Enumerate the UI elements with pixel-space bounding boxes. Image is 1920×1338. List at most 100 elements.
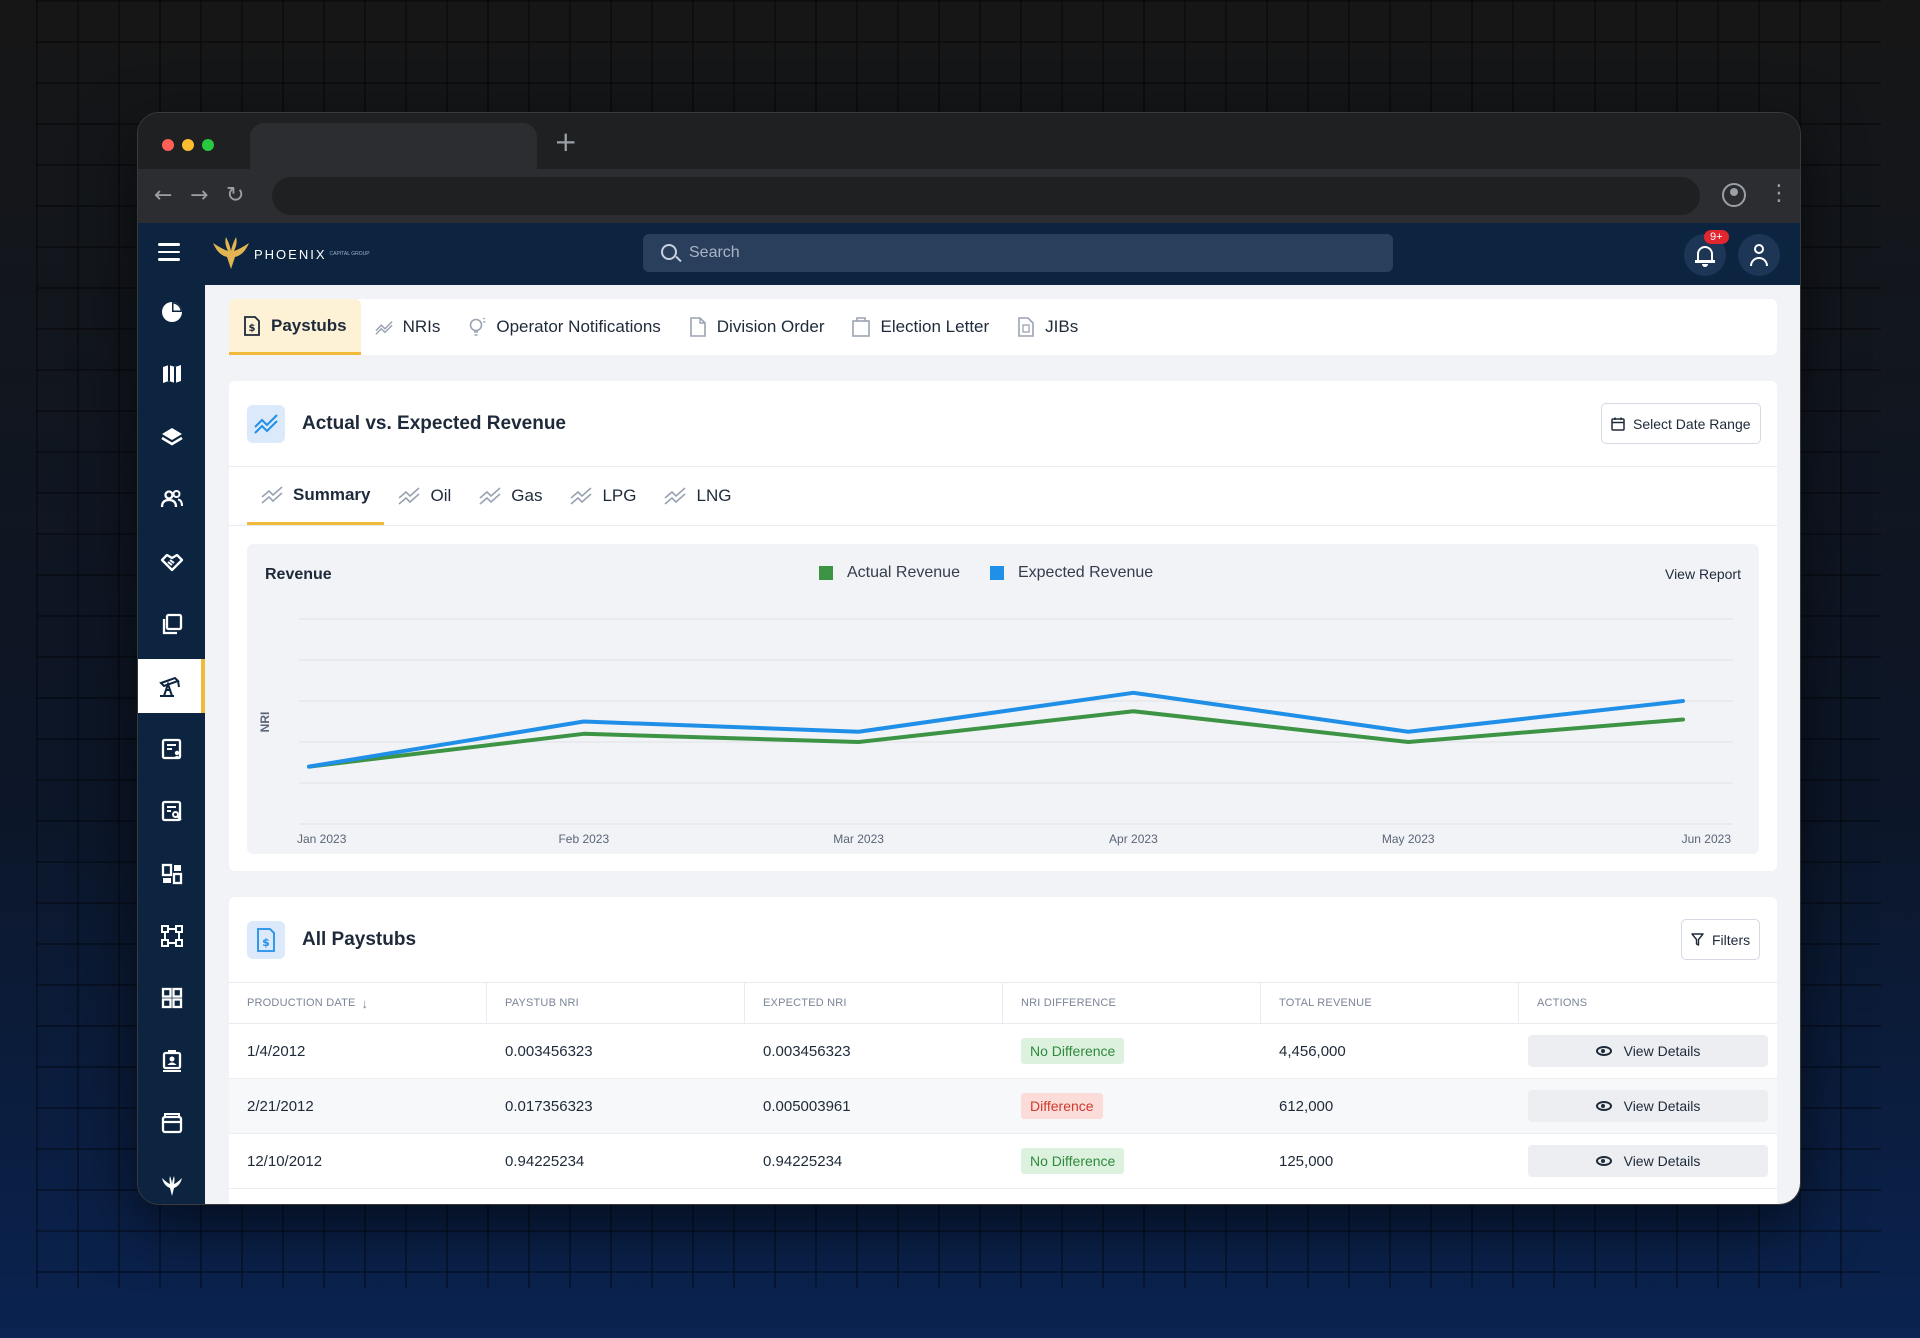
document-icon [689,317,706,337]
revenue-sub-tabs: Summary Oil Gas LPG LNG [247,467,745,525]
cell-revenue: 125,000 [1279,1152,1334,1170]
legend-item-expected[interactable]: Expected Revenue [989,564,1154,582]
notifications-button[interactable]: 9+ [1684,230,1729,276]
sidebar-item-layers[interactable] [138,410,205,464]
sidebar-item-dashboard[interactable] [138,847,205,901]
svg-text:$: $ [262,936,270,949]
legend-label: Expected Revenue [1017,564,1154,581]
contact-card-icon [162,1050,181,1072]
subtab-lpg[interactable]: LPG [556,467,650,525]
dashboard-icon [161,863,182,885]
view-details-button[interactable]: View Details [1528,1035,1768,1067]
users-icon [160,490,183,508]
table-row: 12/10/2012 0.94225234 0.94225234 No Diff… [229,1134,1777,1189]
new-tab-icon[interactable]: + [554,125,578,158]
series-line-actual-revenue[interactable] [307,709,1685,769]
status-badge: No Difference [1021,1148,1125,1174]
column-expected-nri[interactable]: Expected NRI [745,982,1003,1024]
sidebar-item-overview[interactable] [138,285,205,339]
cell-expected-nri: 0.94225234 [763,1152,843,1170]
file-icon [1018,317,1034,337]
sidebar-item-apps[interactable] [138,971,205,1025]
eye-icon [1595,1156,1612,1166]
legend-item-actual[interactable]: Actual Revenue [819,564,960,582]
dollar-doc-icon: $ [244,315,260,336]
reload-icon[interactable]: ↻ [226,183,245,208]
maximize-window-button[interactable] [202,139,214,151]
search-icon [661,244,677,260]
view-report-link[interactable]: View Report [1664,566,1741,582]
sidebar-item-vector[interactable] [138,909,205,963]
view-details-button[interactable]: View Details [1528,1145,1768,1177]
sidebar-item-phoenix[interactable] [138,1159,205,1204]
close-window-button[interactable] [162,139,174,151]
x-tick-label: Jan 2023 [297,832,347,846]
search-input[interactable] [689,244,1393,262]
sidebar-item-search-reports[interactable] [138,784,205,838]
tab-jibs[interactable]: JIBs [1003,299,1092,355]
layers-icon [160,428,183,446]
cell-expected-nri: 0.003456323 [763,1042,851,1060]
handshake-icon [160,553,183,572]
report-search-icon [161,800,182,822]
filters-label: Filters [1712,931,1751,948]
x-tick-label: Apr 2023 [1109,832,1158,846]
eye-icon [1595,1101,1612,1111]
subtab-gas[interactable]: Gas [465,467,556,525]
x-tick-label: May 2023 [1382,832,1435,846]
browser-profile-icon[interactable] [1722,183,1746,207]
subtab-lng[interactable]: LNG [650,467,745,525]
wallet-icon [161,1113,182,1134]
filter-icon [1691,933,1704,946]
status-badge: No Difference [1021,1038,1125,1064]
sidebar-item-users[interactable] [138,472,205,526]
column-paystub-nri[interactable]: Paystub NRI [487,982,745,1024]
sidebar-item-map[interactable] [138,347,205,401]
view-details-button[interactable]: View Details [1528,1090,1768,1122]
subtab-label: Oil [430,486,452,505]
filters-button[interactable]: Filters [1681,919,1761,960]
sidebar-item-deals[interactable] [138,535,205,589]
tab-operator-notifications[interactable]: Operator Notifications [454,299,674,355]
minimize-window-button[interactable] [182,139,194,151]
user-profile-button[interactable] [1738,234,1780,276]
calendar-icon [1611,417,1625,431]
legend-swatch [989,566,1004,580]
cell-date: 12/10/2012 [247,1152,323,1170]
subtab-label: Gas [511,486,543,505]
sidebar-item-contacts[interactable] [138,1034,205,1088]
sort-down-icon[interactable]: ↓ [361,995,369,1011]
vector-icon [160,925,183,947]
column-total-revenue[interactable]: Total Revenue [1261,982,1519,1024]
tab-paystubs[interactable]: $ Paystubs [229,299,361,355]
address-bar[interactable] [272,177,1700,215]
browser-menu-icon[interactable]: ⋮ [1768,181,1790,206]
sidebar-item-wallet[interactable] [138,1096,205,1150]
tab-division-order[interactable]: Division Order [675,299,839,355]
column-production-date[interactable]: Production Date ↓ [229,982,487,1024]
back-icon[interactable]: ← [154,183,173,208]
sidebar-item-operations[interactable] [138,659,205,713]
tab-nris[interactable]: NRIs [361,299,455,355]
tab-label: Operator Notifications [496,317,661,336]
column-nri-difference[interactable]: NRI Difference [1003,982,1261,1024]
menu-icon[interactable] [158,243,180,261]
tab-election-letter[interactable]: Election Letter [838,299,1003,355]
select-date-range-button[interactable]: Select Date Range [1601,403,1761,444]
browser-tab[interactable] [250,123,537,169]
report-user-icon [161,738,181,760]
pie-chart-icon [161,302,182,322]
sidebar-item-documents[interactable] [138,597,205,651]
series-line-expected-revenue[interactable] [307,690,1685,769]
sidebar-item-reports[interactable] [138,722,205,776]
subtab-summary[interactable]: Summary [247,467,385,525]
x-tick-label: Feb 2023 [558,832,609,846]
chart-legend: Actual Revenue Expected Revenue [819,564,1153,582]
subtab-label: LNG [696,486,732,505]
forward-icon[interactable]: → [190,183,209,208]
svg-text:$: $ [249,323,256,334]
subtab-oil[interactable]: Oil [384,467,465,525]
notification-badge: 9+ [1704,230,1729,244]
tab-label: JIBs [1045,317,1079,336]
app-logo[interactable]: PHOENIX CAPITAL GROUP [210,235,370,273]
